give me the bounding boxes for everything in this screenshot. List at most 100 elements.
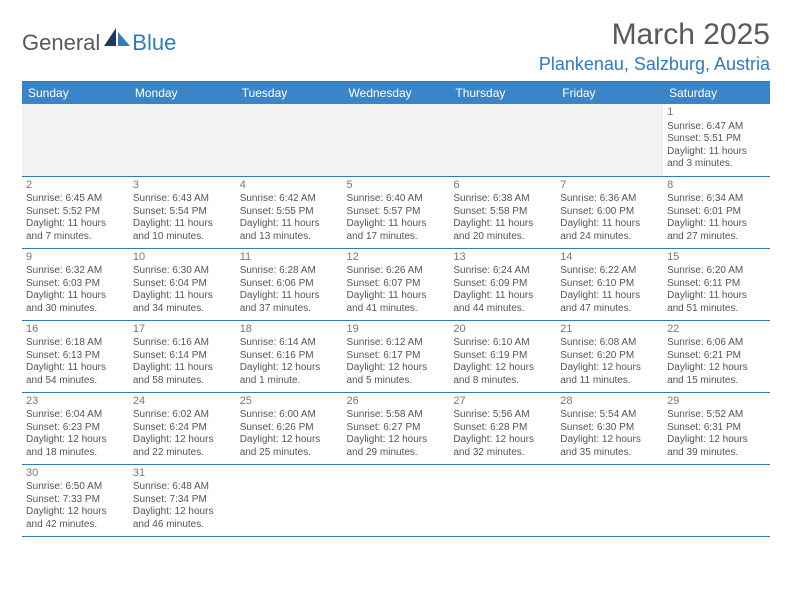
day-number: 31 xyxy=(133,467,232,481)
cell-sunrise: Sunrise: 6:43 AM xyxy=(133,193,232,206)
day-number: 6 xyxy=(453,179,552,193)
calendar-table: Sunday Monday Tuesday Wednesday Thursday… xyxy=(22,81,770,537)
cell-day1: Daylight: 11 hours xyxy=(26,362,125,375)
calendar-week-row: 9Sunrise: 6:32 AMSunset: 6:03 PMDaylight… xyxy=(22,248,770,320)
calendar-cell: 29Sunrise: 5:52 AMSunset: 6:31 PMDayligh… xyxy=(663,392,770,464)
cell-sunrise: Sunrise: 5:58 AM xyxy=(347,409,446,422)
calendar-cell: 18Sunrise: 6:14 AMSunset: 6:16 PMDayligh… xyxy=(236,320,343,392)
day-number: 1 xyxy=(667,106,766,120)
sail-icon xyxy=(104,26,130,48)
calendar-cell: 7Sunrise: 6:36 AMSunset: 6:00 PMDaylight… xyxy=(556,176,663,248)
calendar-week-row: 23Sunrise: 6:04 AMSunset: 6:23 PMDayligh… xyxy=(22,392,770,464)
cell-day1: Daylight: 12 hours xyxy=(560,434,659,447)
calendar-cell xyxy=(343,104,450,176)
cell-sunset: Sunset: 6:14 PM xyxy=(133,350,232,363)
cell-day1: Daylight: 11 hours xyxy=(560,290,659,303)
calendar-cell: 4Sunrise: 6:42 AMSunset: 5:55 PMDaylight… xyxy=(236,176,343,248)
cell-sunrise: Sunrise: 6:02 AM xyxy=(133,409,232,422)
col-monday: Monday xyxy=(129,82,236,105)
cell-sunrise: Sunrise: 6:47 AM xyxy=(667,121,766,134)
cell-sunrise: Sunrise: 6:32 AM xyxy=(26,265,125,278)
cell-day1: Daylight: 11 hours xyxy=(133,290,232,303)
day-number: 29 xyxy=(667,395,766,409)
day-number: 27 xyxy=(453,395,552,409)
cell-day2: and 18 minutes. xyxy=(26,447,125,460)
calendar-cell: 30Sunrise: 6:50 AMSunset: 7:33 PMDayligh… xyxy=(22,464,129,536)
cell-day1: Daylight: 11 hours xyxy=(347,218,446,231)
cell-day1: Daylight: 12 hours xyxy=(133,434,232,447)
cell-sunset: Sunset: 5:57 PM xyxy=(347,206,446,219)
cell-day1: Daylight: 11 hours xyxy=(26,290,125,303)
calendar-cell: 26Sunrise: 5:58 AMSunset: 6:27 PMDayligh… xyxy=(343,392,450,464)
calendar-week-row: 1Sunrise: 6:47 AMSunset: 5:51 PMDaylight… xyxy=(22,104,770,176)
day-number: 26 xyxy=(347,395,446,409)
cell-sunrise: Sunrise: 6:34 AM xyxy=(667,193,766,206)
day-number: 14 xyxy=(560,251,659,265)
cell-day2: and 34 minutes. xyxy=(133,303,232,316)
calendar-cell: 28Sunrise: 5:54 AMSunset: 6:30 PMDayligh… xyxy=(556,392,663,464)
cell-sunrise: Sunrise: 6:04 AM xyxy=(26,409,125,422)
cell-sunrise: Sunrise: 6:28 AM xyxy=(240,265,339,278)
cell-day2: and 30 minutes. xyxy=(26,303,125,316)
cell-sunrise: Sunrise: 6:14 AM xyxy=(240,337,339,350)
cell-sunrise: Sunrise: 6:16 AM xyxy=(133,337,232,350)
cell-day1: Daylight: 12 hours xyxy=(26,506,125,519)
cell-sunrise: Sunrise: 6:48 AM xyxy=(133,481,232,494)
brand-part2: Blue xyxy=(132,30,176,56)
cell-day2: and 1 minute. xyxy=(240,375,339,388)
cell-day2: and 42 minutes. xyxy=(26,519,125,532)
day-number: 12 xyxy=(347,251,446,265)
cell-sunset: Sunset: 6:00 PM xyxy=(560,206,659,219)
day-number: 16 xyxy=(26,323,125,337)
calendar-cell xyxy=(129,104,236,176)
cell-sunrise: Sunrise: 6:45 AM xyxy=(26,193,125,206)
brand-part1: General xyxy=(22,30,100,56)
cell-day1: Daylight: 11 hours xyxy=(453,290,552,303)
cell-sunrise: Sunrise: 6:36 AM xyxy=(560,193,659,206)
cell-sunset: Sunset: 6:13 PM xyxy=(26,350,125,363)
cell-sunrise: Sunrise: 6:26 AM xyxy=(347,265,446,278)
day-number: 20 xyxy=(453,323,552,337)
cell-day2: and 24 minutes. xyxy=(560,231,659,244)
calendar-cell xyxy=(22,104,129,176)
cell-sunrise: Sunrise: 6:50 AM xyxy=(26,481,125,494)
cell-sunrise: Sunrise: 6:08 AM xyxy=(560,337,659,350)
cell-sunset: Sunset: 6:26 PM xyxy=(240,422,339,435)
col-thursday: Thursday xyxy=(449,82,556,105)
cell-day2: and 7 minutes. xyxy=(26,231,125,244)
calendar-cell: 19Sunrise: 6:12 AMSunset: 6:17 PMDayligh… xyxy=(343,320,450,392)
cell-day1: Daylight: 11 hours xyxy=(26,218,125,231)
day-number: 8 xyxy=(667,179,766,193)
cell-day1: Daylight: 11 hours xyxy=(347,290,446,303)
cell-day1: Daylight: 11 hours xyxy=(240,218,339,231)
calendar-cell: 9Sunrise: 6:32 AMSunset: 6:03 PMDaylight… xyxy=(22,248,129,320)
col-friday: Friday xyxy=(556,82,663,105)
cell-day1: Daylight: 11 hours xyxy=(453,218,552,231)
calendar-cell: 15Sunrise: 6:20 AMSunset: 6:11 PMDayligh… xyxy=(663,248,770,320)
cell-sunset: Sunset: 6:01 PM xyxy=(667,206,766,219)
cell-sunset: Sunset: 6:31 PM xyxy=(667,422,766,435)
month-title: March 2025 xyxy=(539,18,770,52)
cell-day1: Daylight: 12 hours xyxy=(133,506,232,519)
cell-sunset: Sunset: 5:58 PM xyxy=(453,206,552,219)
calendar-cell xyxy=(236,464,343,536)
cell-day1: Daylight: 12 hours xyxy=(453,434,552,447)
col-saturday: Saturday xyxy=(663,82,770,105)
calendar-cell: 20Sunrise: 6:10 AMSunset: 6:19 PMDayligh… xyxy=(449,320,556,392)
calendar-cell xyxy=(556,464,663,536)
cell-day2: and 29 minutes. xyxy=(347,447,446,460)
calendar-cell xyxy=(663,464,770,536)
cell-day2: and 51 minutes. xyxy=(667,303,766,316)
cell-sunset: Sunset: 5:52 PM xyxy=(26,206,125,219)
col-wednesday: Wednesday xyxy=(343,82,450,105)
calendar-cell: 31Sunrise: 6:48 AMSunset: 7:34 PMDayligh… xyxy=(129,464,236,536)
cell-day1: Daylight: 12 hours xyxy=(240,434,339,447)
calendar-body: 1Sunrise: 6:47 AMSunset: 5:51 PMDaylight… xyxy=(22,104,770,536)
cell-day2: and 8 minutes. xyxy=(453,375,552,388)
day-number: 22 xyxy=(667,323,766,337)
cell-day1: Daylight: 11 hours xyxy=(667,146,766,159)
cell-day2: and 54 minutes. xyxy=(26,375,125,388)
cell-day2: and 46 minutes. xyxy=(133,519,232,532)
day-number: 25 xyxy=(240,395,339,409)
cell-sunset: Sunset: 6:04 PM xyxy=(133,278,232,291)
